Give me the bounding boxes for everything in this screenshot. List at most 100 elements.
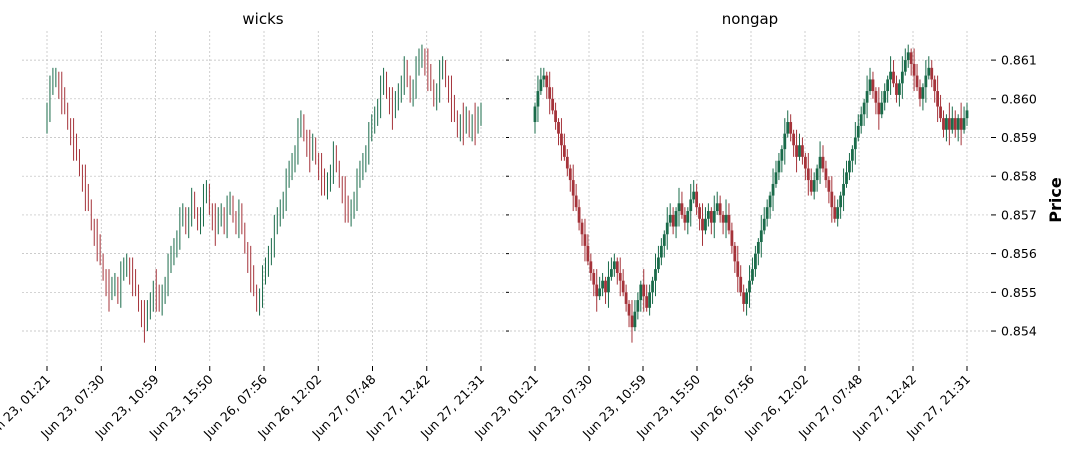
ohlc-bar [539, 67, 543, 95]
ohlc-bar [704, 207, 707, 235]
ohlc-bar [733, 242, 737, 273]
bar-body [589, 261, 593, 273]
bar-body [748, 280, 751, 293]
ohlc-bar [659, 238, 663, 266]
ohlc-bar [877, 87, 881, 130]
bar-body [551, 98, 555, 111]
ohlc-bar [818, 141, 822, 184]
grid-wicks [22, 31, 505, 362]
ohlc-bar [624, 284, 628, 312]
ohlc-bar [751, 257, 754, 285]
bar-body [674, 211, 678, 227]
bar-body [618, 272, 622, 281]
ohlc-bar [739, 265, 743, 297]
bar-body [853, 137, 857, 150]
ohlc-bar [868, 67, 872, 95]
bar-body [868, 79, 872, 92]
ohlc-bar [536, 75, 540, 123]
ohlc-bar [701, 203, 704, 246]
bar-body [818, 156, 822, 169]
bar-body [845, 172, 848, 184]
y-tick-label: 0.860 [1001, 91, 1037, 106]
ohlc-bar [565, 149, 569, 177]
ohlc-bar [862, 98, 866, 126]
ohlc-bar [859, 106, 863, 134]
bar-body [651, 280, 654, 293]
bar-body [871, 79, 875, 92]
ohlc-bar [665, 207, 669, 250]
ohlc-bar [953, 110, 957, 138]
bar-body [783, 133, 787, 150]
bar-body [848, 160, 851, 173]
bar-body [947, 118, 951, 130]
y-axis: 0.854 0.855 0.856 0.857 0.858 0.859 0.860 0.861 [506, 53, 1037, 339]
ohlc-bar [554, 102, 557, 130]
bar-body [733, 245, 737, 262]
bar-body [654, 269, 657, 281]
bar-body [765, 207, 769, 219]
y-axis-label: Price [1046, 177, 1065, 223]
bar-body [571, 180, 575, 196]
ohlc-bar [956, 114, 960, 142]
bar-body [798, 145, 801, 157]
ohlc-bar [965, 102, 969, 126]
ohlc-bar [959, 102, 963, 146]
ohlc-bar [721, 211, 725, 235]
bar-body [789, 122, 793, 134]
bar-body [880, 102, 884, 115]
bar-body [924, 75, 928, 88]
ohlc-bar [571, 164, 575, 212]
bar-body [686, 211, 690, 223]
bar-body [874, 91, 878, 103]
bar-body [577, 207, 581, 223]
ohlc-bar [745, 288, 748, 316]
bar-body [786, 122, 790, 134]
ohlc-bar [789, 114, 793, 142]
bar-body [554, 110, 557, 123]
bar-body [939, 106, 942, 119]
bar-body [824, 168, 828, 181]
ohlc-bar [686, 207, 690, 235]
bar-body [612, 261, 616, 270]
ohlc-bar [698, 203, 701, 231]
ohlc-bar [748, 265, 751, 308]
bar-body [642, 284, 646, 297]
ohlc-bar [630, 300, 634, 343]
bar-body [777, 160, 781, 173]
ohlc-bar [912, 48, 916, 92]
ohlc-bar [836, 199, 840, 227]
ohlc-bar [706, 203, 710, 227]
bar-body [827, 180, 831, 192]
bar-body [706, 211, 710, 219]
ohlc-bar [580, 218, 584, 246]
ohlc-bar [783, 118, 787, 165]
bar-body [615, 261, 619, 273]
bar-body [624, 292, 628, 304]
bar-body [842, 183, 845, 196]
ohlc-bar [662, 230, 666, 258]
bar-body [610, 269, 613, 277]
bar-body [742, 292, 746, 304]
bar-body [560, 133, 563, 146]
bar-body [677, 203, 681, 212]
bar-body [918, 87, 922, 99]
bar-body [539, 79, 543, 92]
panel-title-nongap: nongap [722, 10, 778, 28]
ohlc-bar [598, 276, 602, 301]
bar-body [959, 118, 963, 130]
ohlc-bar [557, 118, 560, 146]
ohlc-bar [542, 67, 546, 88]
bar-body [906, 52, 910, 61]
bar-body [692, 191, 696, 200]
ohlc-bar [689, 183, 693, 227]
ohlc-bar [709, 207, 713, 235]
ohlc-bar [695, 183, 699, 215]
y-tick-label: 0.854 [1001, 324, 1037, 339]
bar-body [671, 214, 675, 227]
ohlc-bar [736, 245, 740, 293]
bar-body [665, 222, 669, 235]
ohlc-bar [906, 44, 910, 68]
ohlc-bar [654, 253, 657, 297]
ohlc-bar [551, 87, 555, 115]
